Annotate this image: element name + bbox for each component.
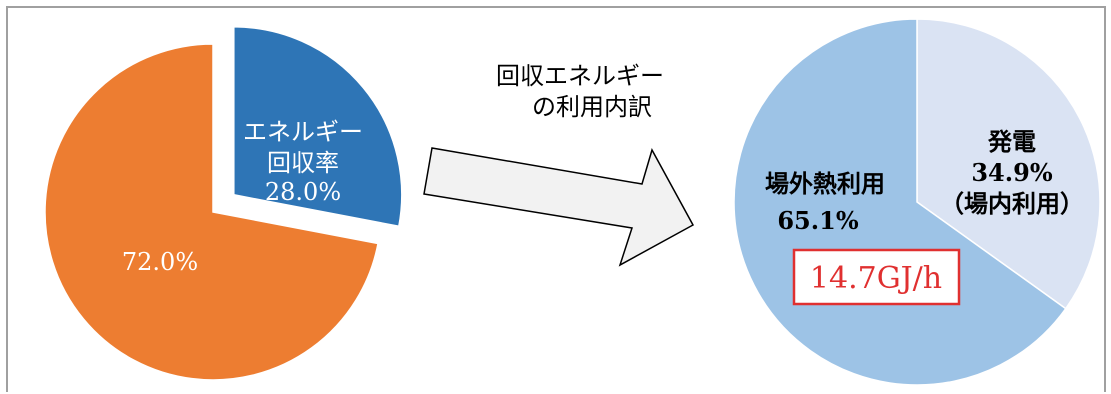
right-chart-title-line2: の利用内訳 — [532, 93, 652, 121]
right-chart-title-line1: 回収エネルギー — [496, 62, 664, 90]
slice-label-power-line3: （場内利用） — [940, 189, 1084, 218]
slice-label-recovery-line1: エネルギー — [243, 118, 363, 146]
slice-label-power-line1: 発電 — [987, 127, 1036, 156]
pie-slice-energy-recovery — [233, 26, 403, 228]
annotation-value: 14.7GJ/h — [810, 261, 942, 296]
annotation-box — [792, 248, 961, 306]
frame-border — [6, 6, 1106, 392]
pie-slice-remaining — [44, 43, 379, 381]
pie-slice-power-generation — [916, 18, 1101, 310]
slice-label-recovery-line2: 回収率 — [267, 149, 339, 177]
slice-label-external-heat-value: 65.1% — [777, 206, 858, 235]
slice-label-remaining-value: 72.0% — [122, 248, 198, 276]
slice-label-external-heat-line1: 場外熱利用 — [765, 169, 885, 198]
pie-chart-energy-usage: 発電 34.9% （場内利用） 場外熱利用 65.1% 14.7GJ/h — [733, 18, 1101, 386]
slice-label-recovery-value: 28.0% — [265, 178, 341, 206]
slice-label-power-value: 34.9% — [971, 158, 1052, 187]
pie-chart-energy-recovery: エネルギー 回収率 28.0% 72.0% — [44, 26, 403, 381]
flow-arrow — [423, 147, 695, 267]
arrow-shape — [423, 147, 695, 267]
